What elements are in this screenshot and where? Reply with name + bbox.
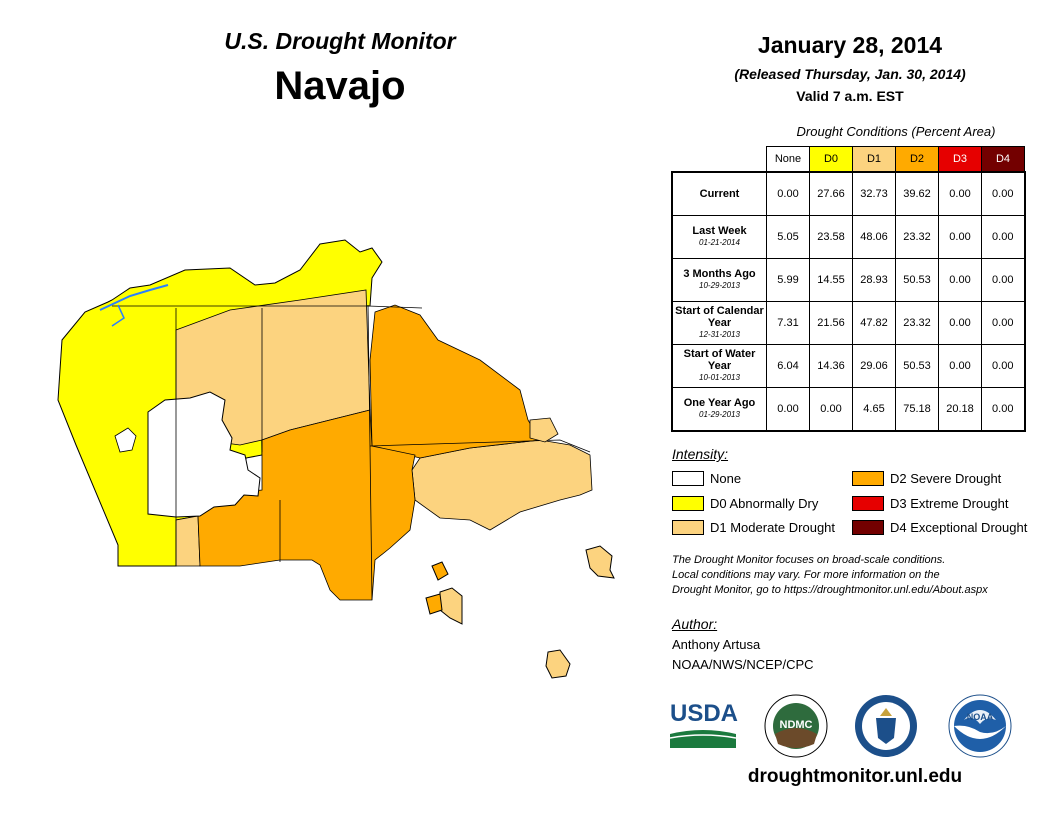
- table-header-row: None D0 D1 D2 D3 D4: [672, 146, 1025, 173]
- table-row: Start of Water Year 10-01-2013 6.04 14.36…: [671, 344, 1026, 388]
- legend-swatch: [672, 496, 704, 511]
- legend-label: None: [710, 471, 742, 486]
- author-org: NOAA/NWS/NCEP/CPC: [672, 657, 814, 672]
- legend-item-d1: D1 Moderate Drought: [672, 520, 835, 535]
- table-cell: 4.65: [852, 387, 896, 432]
- table-cell: 0.00: [981, 215, 1026, 259]
- col-d3: D3: [938, 146, 982, 173]
- table-cell: 6.04: [766, 344, 810, 388]
- svg-text:NOAA: NOAA: [967, 712, 994, 722]
- table-cell: 32.73: [852, 171, 896, 216]
- table-cell: 23.32: [895, 215, 939, 259]
- website-url[interactable]: droughtmonitor.unl.edu: [747, 766, 963, 787]
- table-cell: 14.55: [809, 258, 853, 302]
- doc-seal-logo: [855, 695, 917, 757]
- noaa-logo: NOAA: [948, 694, 1012, 758]
- map-subtitle: U.S. Drought Monitor: [224, 28, 456, 54]
- col-d4: D4: [981, 146, 1025, 173]
- table-cell: 75.18: [895, 387, 939, 432]
- table-cell: 14.36: [809, 344, 853, 388]
- row-label: Current: [671, 171, 767, 216]
- table-cell: 0.00: [938, 344, 982, 388]
- table-cell: 7.31: [766, 301, 810, 345]
- legend-swatch: [672, 520, 704, 535]
- legend-label: D1 Moderate Drought: [710, 520, 836, 535]
- table-row: 3 Months Ago 10-29-2013 5.99 14.55 28.93 …: [671, 258, 1026, 302]
- table-cell: 0.00: [766, 387, 810, 432]
- ndmc-logo: NDMC: [764, 694, 828, 758]
- table-cell: 5.99: [766, 258, 810, 302]
- table-cell: 0.00: [981, 344, 1026, 388]
- table-row: Last Week 01-21-2014 5.05 23.58 48.06 23.…: [671, 215, 1026, 259]
- row-label: Start of Water Year 10-01-2013: [671, 344, 767, 388]
- table-cell: 0.00: [809, 387, 853, 432]
- table-cell: 0.00: [938, 258, 982, 302]
- col-none: None: [766, 146, 810, 173]
- usda-logo: USDA: [669, 700, 740, 750]
- table-row: One Year Ago 01-29-2013 0.00 0.00 4.65 75…: [671, 387, 1026, 432]
- map-date: January 28, 2014: [757, 32, 943, 58]
- table-cell: 50.53: [895, 344, 939, 388]
- table-cell: 28.93: [852, 258, 896, 302]
- legend-label: D4 Exceptional Drought: [890, 520, 1028, 535]
- legend-swatch: [672, 471, 704, 486]
- row-label: Start of Calendar Year 12-31-2013: [671, 301, 767, 345]
- legend-item-d4: D4 Exceptional Drought: [852, 520, 1027, 535]
- legend-item-d3: D3 Extreme Drought: [852, 496, 1009, 511]
- col-d2: D2: [895, 146, 939, 173]
- table-cell: 29.06: [852, 344, 896, 388]
- legend-swatch: [852, 471, 884, 486]
- legend-item-none: None: [672, 471, 741, 486]
- legend-item-d0: D0 Abnormally Dry: [672, 496, 818, 511]
- author-title: Author:: [672, 616, 718, 632]
- legend-swatch: [852, 520, 884, 535]
- map-region-d1-west: [175, 515, 201, 567]
- row-label: One Year Ago 01-29-2013: [671, 387, 767, 432]
- map-region-d2-north: [369, 304, 541, 459]
- table-caption: Drought Conditions (Percent Area): [796, 124, 996, 139]
- legend-item-d2: D2 Severe Drought: [852, 471, 1001, 486]
- table-cell: 21.56: [809, 301, 853, 345]
- col-d1: D1: [852, 146, 896, 173]
- table-cell: 0.00: [938, 301, 982, 345]
- table-cell: 47.82: [852, 301, 896, 345]
- table-cell: 0.00: [981, 301, 1026, 345]
- legend-title: Intensity:: [672, 446, 729, 462]
- legend-label: D2 Severe Drought: [890, 471, 1002, 486]
- disclaimer-note: The Drought Monitor focuses on broad-sca…: [672, 554, 988, 596]
- map-region-d1-east: [411, 439, 593, 531]
- legend-swatch: [852, 496, 884, 511]
- table-cell: 0.00: [981, 258, 1026, 302]
- table-cell: 0.00: [981, 171, 1026, 216]
- table-cell: 0.00: [766, 171, 810, 216]
- valid-time: Valid 7 a.m. EST: [796, 88, 904, 104]
- release-date: (Released Thursday, Jan. 30, 2014): [734, 66, 966, 82]
- author-name: Anthony Artusa: [672, 637, 761, 652]
- legend-label: D3 Extreme Drought: [890, 496, 1009, 511]
- col-d0: D0: [809, 146, 853, 173]
- region-title: Navajo: [274, 64, 406, 108]
- table-row: Start of Calendar Year 12-31-2013 7.31 21…: [671, 301, 1026, 345]
- table-cell: 5.05: [766, 215, 810, 259]
- legend-label: D0 Abnormally Dry: [710, 496, 819, 511]
- table-cell: 0.00: [938, 215, 982, 259]
- table-cell: 27.66: [809, 171, 853, 216]
- drought-conditions-table: None D0 D1 D2 D3 D4 Current 0.00 27.66 3…: [671, 146, 1026, 432]
- row-label: Last Week 01-21-2014: [671, 215, 767, 259]
- table-cell: 48.06: [852, 215, 896, 259]
- table-cell: 0.00: [981, 387, 1026, 432]
- table-cell: 50.53: [895, 258, 939, 302]
- table-cell: 39.62: [895, 171, 939, 216]
- svg-text:NDMC: NDMC: [780, 719, 813, 731]
- table-cell: 23.58: [809, 215, 853, 259]
- drought-map: [57, 239, 615, 679]
- row-label: 3 Months Ago 10-29-2013: [671, 258, 767, 302]
- table-cell: 23.32: [895, 301, 939, 345]
- table-cell: 0.00: [938, 171, 982, 216]
- table-row: Current 0.00 27.66 32.73 39.62 0.00 0.00: [671, 171, 1026, 216]
- table-cell: 20.18: [938, 387, 982, 432]
